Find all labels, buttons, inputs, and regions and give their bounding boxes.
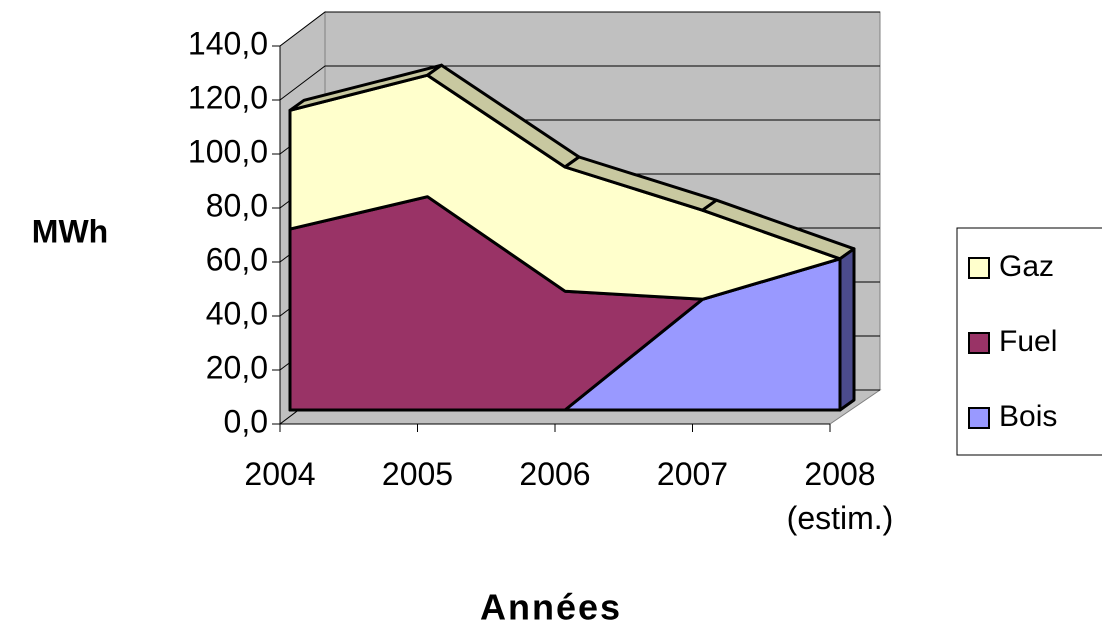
x-tick-label: 2006 <box>519 456 591 492</box>
y-tick-label: 140,0 <box>188 25 268 61</box>
x-tick-label: 2008 (estim.) <box>786 456 894 536</box>
y-tick-label: 60,0 <box>206 241 268 277</box>
legend-swatch <box>968 332 990 354</box>
grid-line <box>279 11 880 47</box>
legend-label: Fuel <box>999 325 1057 358</box>
area-side <box>838 247 856 412</box>
legend-label: Gaz <box>999 250 1054 283</box>
x-tick-label: 2007 <box>656 456 729 492</box>
y-tick-label: 0,0 <box>224 403 268 439</box>
y-tick-label: 100,0 <box>188 133 268 169</box>
x-axis-label: Années <box>480 587 622 628</box>
x-tick-label: 2004 <box>244 456 316 492</box>
legend-swatch <box>968 407 990 429</box>
y-tick-label: 40,0 <box>206 295 268 331</box>
x-tick-label: 2005 <box>381 456 454 492</box>
y-axis-label: MWh <box>32 213 108 249</box>
y-tick-label: 20,0 <box>206 349 268 385</box>
y-tick-label: 80,0 <box>206 187 268 223</box>
legend-label: Bois <box>999 400 1057 433</box>
grid-line <box>279 65 880 101</box>
legend-swatch <box>968 257 990 279</box>
y-tick-label: 120,0 <box>188 79 268 115</box>
